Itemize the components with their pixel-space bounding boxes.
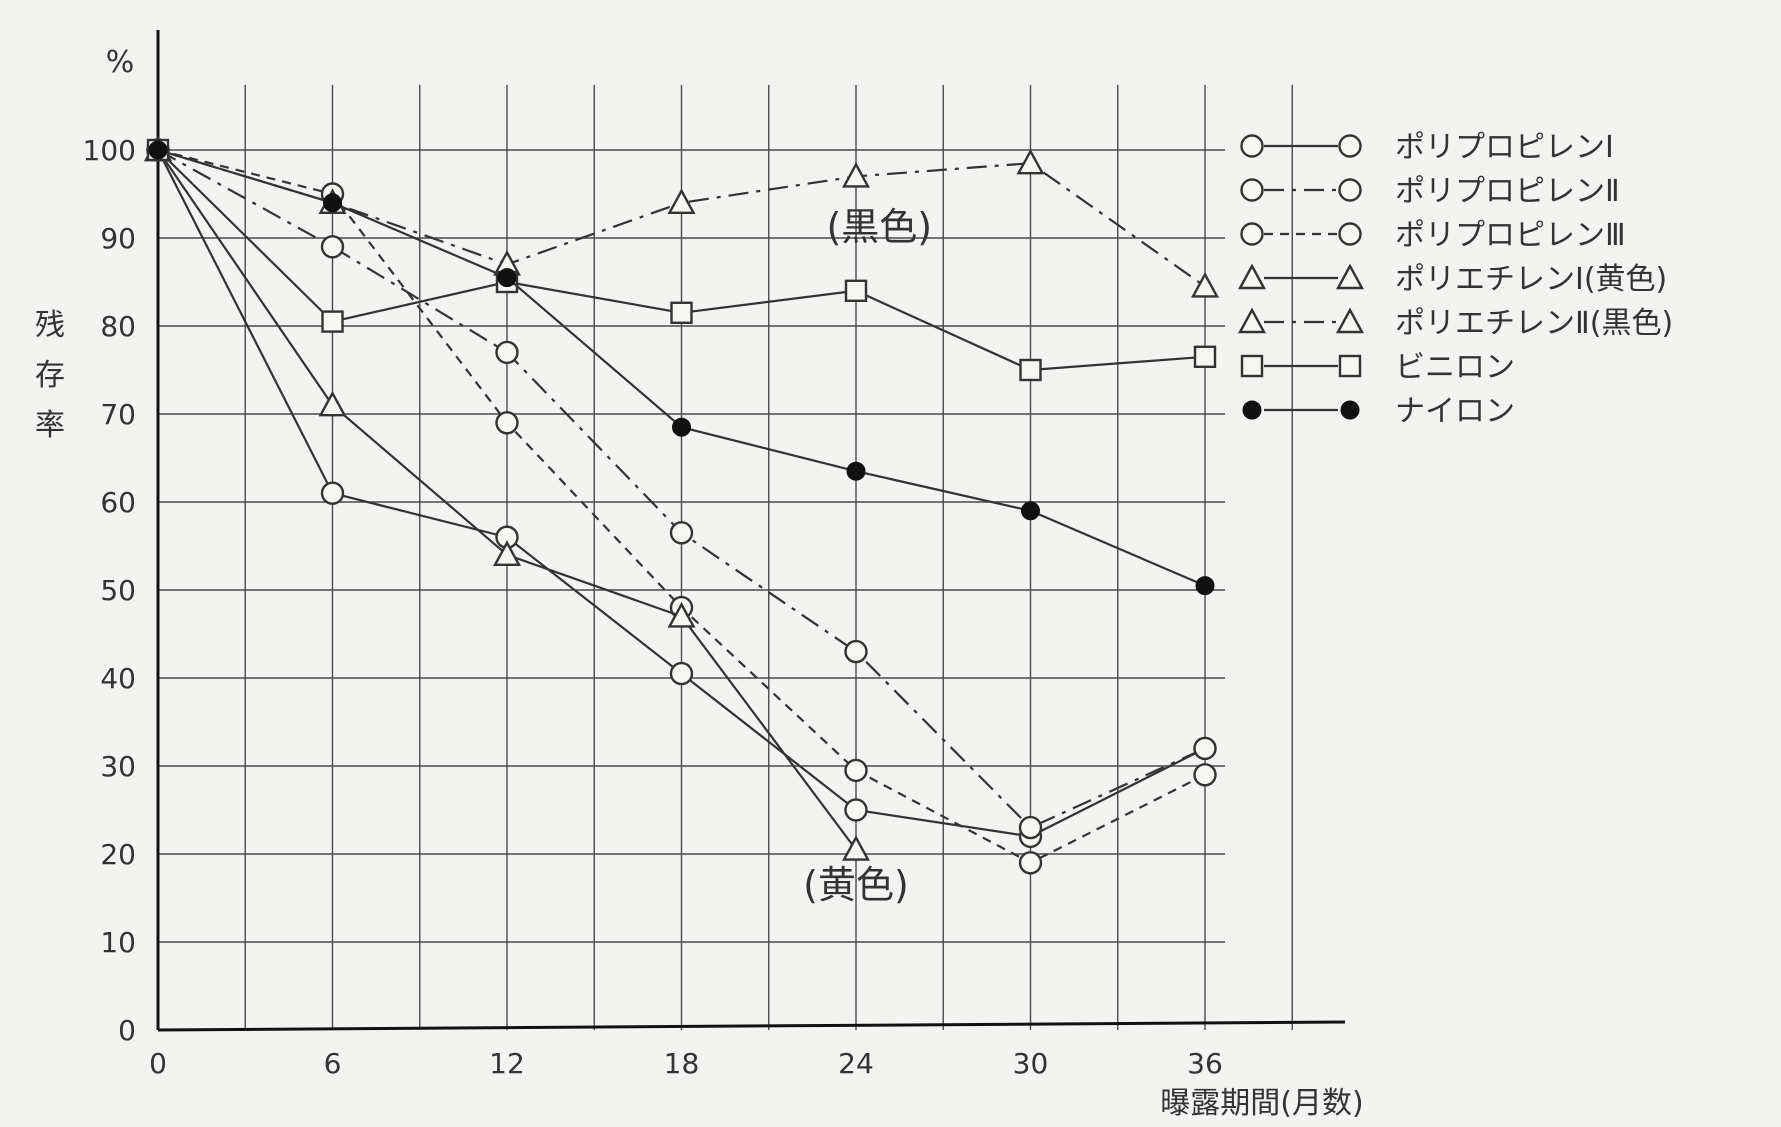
series-5-point-5 (841, 161, 871, 188)
x-tick-label: 12 (489, 1047, 525, 1080)
series-7 (148, 140, 1215, 596)
x-tick-label: 18 (664, 1047, 700, 1080)
series-7-point-6 (1021, 501, 1040, 521)
legend-marker-left-7 (1242, 400, 1262, 420)
legend-label-6: ビニロン (1395, 350, 1515, 385)
y-tick-label: 50 (100, 574, 136, 607)
legend-item-3: ポリプロピレンⅢ (1240, 218, 1626, 253)
grid-layer (158, 85, 1293, 1030)
series-4-point-4 (667, 601, 696, 628)
series-3-point-7 (1193, 763, 1217, 787)
legend-marker-right-7 (1340, 400, 1360, 420)
series-5-point-4 (667, 188, 696, 215)
legend-item-6: ビニロン (1240, 350, 1515, 385)
series-2-point-2 (320, 235, 345, 259)
series-6 (146, 138, 1217, 382)
series-7-point-3 (497, 268, 517, 288)
annotation-1: (黒色) (826, 205, 932, 249)
legend-marker-left-3 (1240, 222, 1264, 246)
legend-marker-right-6 (1338, 354, 1362, 378)
x-tick-label: 30 (1013, 1047, 1049, 1080)
series-5-point-6 (1016, 148, 1045, 175)
y-axis-title: 残存率 (35, 308, 65, 443)
series-2-point-6 (1018, 815, 1043, 840)
y-tick-label: 80 (100, 310, 136, 343)
y-axis-title-char: 存 (35, 358, 65, 393)
series-1-point-2 (320, 481, 345, 505)
legend-label-2: ポリプロピレンⅡ (1395, 174, 1620, 209)
y-tick-label: 0 (118, 1014, 136, 1047)
y-axis-title-char: 残 (35, 308, 65, 343)
x-axis-line (157, 1020, 1346, 1032)
y-tick-label: 10 (100, 926, 136, 959)
series-1-point-4 (669, 661, 694, 686)
series-2-point-7 (1193, 736, 1217, 761)
y-tick-label: 90 (100, 222, 136, 255)
legend-marker-right-3 (1338, 222, 1362, 246)
y-tick-label: 70 (100, 398, 136, 431)
series-4-point-3 (492, 540, 522, 566)
legend-marker-left-1 (1240, 134, 1264, 158)
x-axis-title: 曝露期間(月数) (1160, 1086, 1363, 1121)
series-6-point-7 (1193, 345, 1217, 368)
series-layer (143, 135, 1220, 875)
label-layer: 0 10 20 30 40 50 60 70 80 90 100 0 6 12 18 24 30 36% 残存率曝露… (35, 45, 1364, 1121)
series-7-point-4 (672, 417, 691, 437)
series-7-point-5 (846, 461, 866, 481)
series-5-point-7 (1190, 271, 1220, 298)
legend-item-4: ポリエチレンⅠ(黄色) (1237, 262, 1667, 297)
y-axis-title-char: 率 (35, 408, 65, 443)
x-tick-label: 0 (149, 1047, 167, 1080)
legend-label-3: ポリプロピレンⅢ (1395, 218, 1626, 253)
legend-label-4: ポリエチレンⅠ(黄色) (1395, 262, 1667, 297)
legend-item-1: ポリプロピレンⅠ (1240, 130, 1614, 165)
legend-marker-left-2 (1240, 178, 1264, 202)
y-tick-label: 20 (100, 838, 136, 871)
series-2-point-5 (844, 639, 868, 664)
series-7-point-2 (323, 193, 342, 213)
series-6-point-6 (1019, 358, 1042, 382)
legend-label-5: ポリエチレンⅡ(黒色) (1395, 306, 1673, 341)
legend-marker-right-4 (1335, 263, 1365, 290)
series-6-point-4 (670, 301, 693, 324)
legend-marker-right-2 (1338, 178, 1362, 202)
x-tick-label: 24 (838, 1047, 874, 1080)
y-axis-unit: % (106, 45, 135, 80)
legend-marker-right-5 (1335, 307, 1365, 334)
series-3-point-3 (495, 411, 519, 435)
legend-label-1: ポリプロピレンⅠ (1395, 130, 1614, 165)
x-tick-label: 36 (1187, 1047, 1223, 1080)
series-7-point-1 (148, 140, 168, 160)
series-6-point-5 (844, 279, 868, 302)
series-4-point-5 (841, 835, 871, 861)
series-1-point-5 (844, 798, 868, 822)
legend-item-2: ポリプロピレンⅡ (1240, 174, 1620, 209)
legend-item-5: ポリエチレンⅡ(黒色) (1237, 306, 1673, 341)
axis-layer (156, 30, 1346, 1032)
legend-marker-left-5 (1237, 307, 1267, 334)
legend-marker-right-1 (1338, 134, 1362, 158)
legend-marker-left-4 (1237, 263, 1267, 290)
legend-layer: ポリプロピレンⅠ ポリプロピレンⅡ ポリプロピレンⅢ ポリエチレンⅠ(黄色) ポリエチレ… (1237, 130, 1673, 429)
series-4-point-2 (318, 390, 347, 417)
series-6-point-2 (321, 310, 344, 333)
y-tick-label: 100 (83, 134, 136, 167)
series-2-point-4 (669, 521, 694, 545)
legend-label-7: ナイロン (1395, 394, 1515, 429)
y-tick-label: 30 (100, 750, 136, 783)
series-7-point-7 (1195, 576, 1215, 596)
series-3-point-5 (844, 758, 868, 783)
y-tick-label: 60 (100, 486, 136, 519)
annotation-2: (黄色) (803, 863, 909, 907)
legend-marker-left-6 (1240, 354, 1264, 378)
x-tick-label: 6 (324, 1047, 342, 1080)
legend-item-7: ナイロン (1242, 394, 1515, 429)
series-2-point-3 (495, 340, 519, 365)
y-tick-label: 40 (100, 662, 136, 695)
series-3-point-6 (1018, 851, 1043, 875)
